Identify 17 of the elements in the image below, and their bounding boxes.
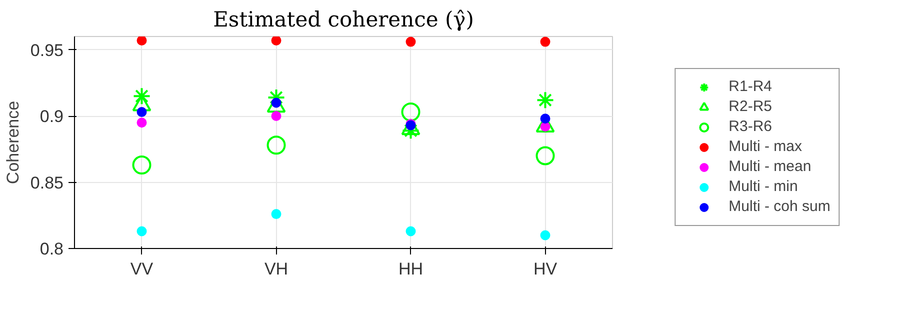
x-tick-label: HV <box>533 260 558 278</box>
legend-label: Multi - mean <box>728 158 812 175</box>
legend-label: R1-R4 <box>728 78 772 95</box>
y-tick-label: 0.95 <box>30 40 64 60</box>
legend-label: R2-R5 <box>728 98 772 115</box>
legend-label: R3-R6 <box>728 118 772 135</box>
legend-label: Multi - max <box>728 138 802 155</box>
chart-title: Estimated coherence (γ̂) <box>213 8 474 32</box>
y-tick-label: 0.85 <box>30 173 64 192</box>
x-tick-label: VH <box>264 260 288 278</box>
y-axis-title: Coherence <box>3 100 22 184</box>
legend-label: Multi - min <box>728 178 798 195</box>
legend-label: Multi - coh sum <box>728 198 830 215</box>
x-tick-label: HH <box>398 260 424 278</box>
y-tick-label: 0.8 <box>40 240 64 258</box>
y-tick-label: 0.9 <box>40 107 64 126</box>
x-tick-label: VV <box>130 260 154 278</box>
